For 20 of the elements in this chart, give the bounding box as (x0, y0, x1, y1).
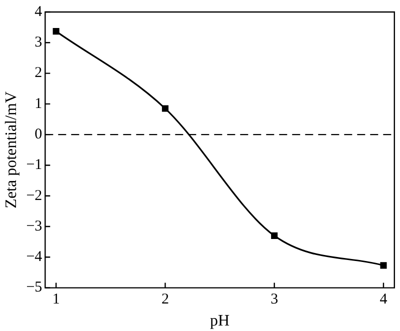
y-tick-label: −1 (26, 157, 42, 174)
y-tick-label: 2 (34, 65, 42, 82)
point (52, 28, 60, 35)
y-tick-label: 0 (34, 126, 42, 143)
x-axis-title: pH (210, 312, 230, 330)
x-tick-label: 1 (52, 292, 60, 308)
y-tick-label: −3 (26, 218, 42, 234)
y-tick-label: −5 (26, 280, 42, 296)
point (162, 105, 168, 112)
y-tick-label: −4 (26, 249, 43, 266)
y-tick-label: 4 (34, 4, 43, 20)
y-tick-label: −2 (26, 188, 42, 204)
y-tick-label: 1 (34, 96, 42, 112)
x-tick-label: 3 (270, 292, 278, 308)
point (271, 232, 278, 239)
y-tick-label: 3 (34, 34, 42, 51)
y-axis-title: Zeta potential/mV (2, 91, 20, 208)
point (380, 262, 387, 269)
x-tick-label: 4 (380, 292, 388, 308)
x-tick-label: 2 (161, 292, 169, 308)
